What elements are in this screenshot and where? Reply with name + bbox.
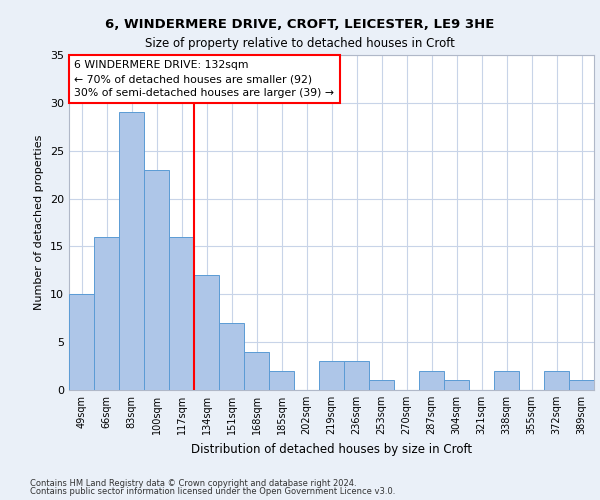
Bar [69,294,94,390]
Bar [319,362,344,390]
Bar [194,275,219,390]
Bar [344,362,369,390]
Bar [419,371,444,390]
Bar [544,371,569,390]
Bar [144,170,169,390]
Bar [219,323,244,390]
Bar [494,371,519,390]
Bar [244,352,269,390]
Bar [444,380,469,390]
Text: Contains HM Land Registry data © Crown copyright and database right 2024.: Contains HM Land Registry data © Crown c… [30,478,356,488]
Text: Contains public sector information licensed under the Open Government Licence v3: Contains public sector information licen… [30,487,395,496]
Text: 6, WINDERMERE DRIVE, CROFT, LEICESTER, LE9 3HE: 6, WINDERMERE DRIVE, CROFT, LEICESTER, L… [106,18,494,30]
Y-axis label: Number of detached properties: Number of detached properties [34,135,44,310]
Bar [269,371,294,390]
Text: 6 WINDERMERE DRIVE: 132sqm
← 70% of detached houses are smaller (92)
30% of semi: 6 WINDERMERE DRIVE: 132sqm ← 70% of deta… [74,60,334,98]
Bar [169,237,194,390]
X-axis label: Distribution of detached houses by size in Croft: Distribution of detached houses by size … [191,442,472,456]
Bar [569,380,594,390]
Text: Size of property relative to detached houses in Croft: Size of property relative to detached ho… [145,38,455,51]
Bar [369,380,394,390]
Bar [94,237,119,390]
Bar [119,112,144,390]
